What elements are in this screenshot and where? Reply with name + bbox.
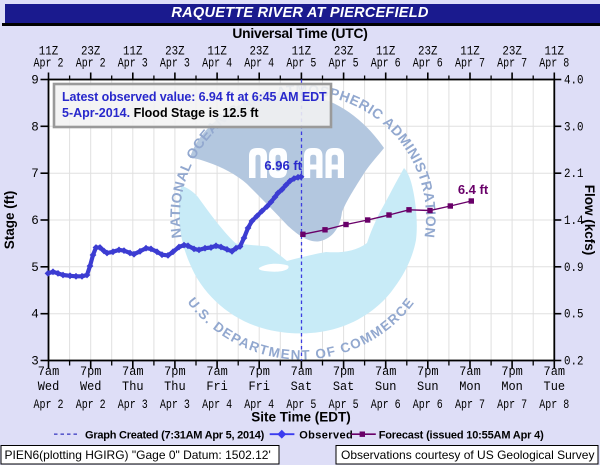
- svg-text:Apr 5: Apr 5: [286, 398, 316, 412]
- svg-text:1.4: 1.4: [564, 214, 584, 228]
- svg-text:7am: 7am: [544, 365, 566, 379]
- svg-text:6.4 ft: 6.4 ft: [458, 182, 489, 197]
- svg-text:0.9: 0.9: [564, 261, 584, 275]
- svg-text:6: 6: [31, 214, 39, 228]
- svg-text:Apr 7: Apr 7: [455, 56, 485, 70]
- svg-text:Apr 4: Apr 4: [244, 398, 274, 412]
- svg-text:3.0: 3.0: [564, 120, 584, 134]
- svg-text:Apr 8: Apr 8: [539, 398, 569, 412]
- svg-text:Graph Created (7:31AM Apr 5, 2: Graph Created (7:31AM Apr 5, 2014): [85, 429, 265, 441]
- svg-text:Apr 5: Apr 5: [286, 56, 316, 70]
- svg-text:Apr 3: Apr 3: [118, 56, 148, 70]
- svg-text:Apr 3: Apr 3: [160, 56, 190, 70]
- svg-text:Apr 3: Apr 3: [160, 398, 190, 412]
- svg-text:Site Time (EDT): Site Time (EDT): [251, 410, 351, 425]
- svg-text:Apr 7: Apr 7: [497, 56, 527, 70]
- svg-text:Apr 7: Apr 7: [455, 398, 485, 412]
- svg-text:7pm: 7pm: [417, 365, 439, 379]
- svg-text:0.5: 0.5: [564, 308, 584, 322]
- svg-text:7pm: 7pm: [333, 365, 355, 379]
- svg-text:11Z: 11Z: [292, 44, 312, 58]
- svg-text:Apr 2: Apr 2: [76, 56, 106, 70]
- svg-text:Latest observed value: 6.94 ft: Latest observed value: 6.94 ft at 6:45 A…: [62, 90, 327, 104]
- svg-text:Sun: Sun: [417, 380, 439, 394]
- svg-text:7: 7: [31, 167, 39, 181]
- svg-text:Apr 6: Apr 6: [413, 56, 443, 70]
- svg-text:Apr 2: Apr 2: [34, 56, 64, 70]
- svg-text:5: 5: [31, 261, 39, 275]
- svg-text:Wed: Wed: [80, 380, 102, 394]
- svg-text:Apr 4: Apr 4: [244, 56, 274, 70]
- svg-text:7am: 7am: [38, 365, 60, 379]
- svg-text:Observed: Observed: [299, 429, 353, 441]
- svg-text:7am: 7am: [291, 365, 313, 379]
- svg-text:5-Apr-2014. Flood Stage is 12.: 5-Apr-2014. Flood Stage is 12.5 ft: [62, 106, 259, 120]
- svg-text:8: 8: [31, 120, 39, 134]
- svg-text:7am: 7am: [206, 365, 228, 379]
- svg-text:Apr 2: Apr 2: [34, 398, 64, 412]
- svg-text:Observations courtesy of US Ge: Observations courtesy of US Geological S…: [341, 448, 594, 462]
- svg-text:23Z: 23Z: [502, 44, 522, 58]
- svg-text:23Z: 23Z: [249, 44, 269, 58]
- svg-text:9: 9: [31, 74, 39, 88]
- svg-text:Apr 6: Apr 6: [371, 398, 401, 412]
- svg-text:Forecast (issued 10:55AM Apr 4: Forecast (issued 10:55AM Apr 4): [379, 429, 544, 441]
- svg-text:Sun: Sun: [375, 380, 397, 394]
- svg-text:Apr 2: Apr 2: [76, 398, 106, 412]
- svg-text:Apr 7: Apr 7: [497, 398, 527, 412]
- svg-text:6.96 ft: 6.96 ft: [264, 158, 302, 173]
- svg-text:11Z: 11Z: [460, 44, 480, 58]
- svg-text:4: 4: [31, 308, 39, 322]
- svg-text:7pm: 7pm: [501, 365, 523, 379]
- svg-text:11Z: 11Z: [207, 44, 227, 58]
- svg-text:7am: 7am: [375, 365, 397, 379]
- svg-text:11Z: 11Z: [39, 44, 59, 58]
- svg-text:Fri: Fri: [248, 380, 270, 394]
- svg-text:11Z: 11Z: [545, 44, 565, 58]
- svg-text:7am: 7am: [122, 365, 144, 379]
- svg-text:PIEN6(plotting HGIRG) "Gage 0": PIEN6(plotting HGIRG) "Gage 0" Datum: 15…: [5, 448, 271, 462]
- svg-text:7pm: 7pm: [248, 365, 270, 379]
- svg-text:Thu: Thu: [164, 380, 186, 394]
- svg-text:23Z: 23Z: [81, 44, 101, 58]
- svg-text:Apr 8: Apr 8: [539, 56, 569, 70]
- svg-text:7pm: 7pm: [80, 365, 102, 379]
- svg-text:Fri: Fri: [206, 380, 228, 394]
- svg-text:4.0: 4.0: [564, 74, 584, 88]
- svg-text:Mon: Mon: [501, 380, 523, 394]
- svg-text:Flow (kcfs): Flow (kcfs): [582, 185, 597, 256]
- svg-text:Apr 4: Apr 4: [202, 56, 232, 70]
- svg-text:11Z: 11Z: [376, 44, 396, 58]
- svg-text:0.2: 0.2: [564, 355, 584, 369]
- svg-text:Sat: Sat: [291, 380, 313, 394]
- svg-text:3: 3: [31, 355, 39, 369]
- svg-text:7pm: 7pm: [164, 365, 186, 379]
- svg-text:Apr 6: Apr 6: [413, 398, 443, 412]
- svg-text:23Z: 23Z: [418, 44, 438, 58]
- svg-text:Apr 4: Apr 4: [202, 398, 232, 412]
- svg-text:Stage (ft): Stage (ft): [2, 191, 17, 250]
- svg-text:Tue: Tue: [544, 380, 566, 394]
- svg-text:Apr 5: Apr 5: [329, 398, 359, 412]
- svg-text:7am: 7am: [459, 365, 481, 379]
- svg-text:Mon: Mon: [459, 380, 481, 394]
- svg-text:Apr 6: Apr 6: [371, 56, 401, 70]
- svg-text:Apr 5: Apr 5: [329, 56, 359, 70]
- svg-text:Sat: Sat: [333, 380, 355, 394]
- svg-text:Apr 3: Apr 3: [118, 398, 148, 412]
- svg-text:23Z: 23Z: [334, 44, 354, 58]
- svg-text:23Z: 23Z: [165, 44, 185, 58]
- svg-text:Wed: Wed: [38, 380, 60, 394]
- svg-text:11Z: 11Z: [123, 44, 143, 58]
- svg-text:Thu: Thu: [122, 380, 144, 394]
- svg-text:2.1: 2.1: [564, 167, 584, 181]
